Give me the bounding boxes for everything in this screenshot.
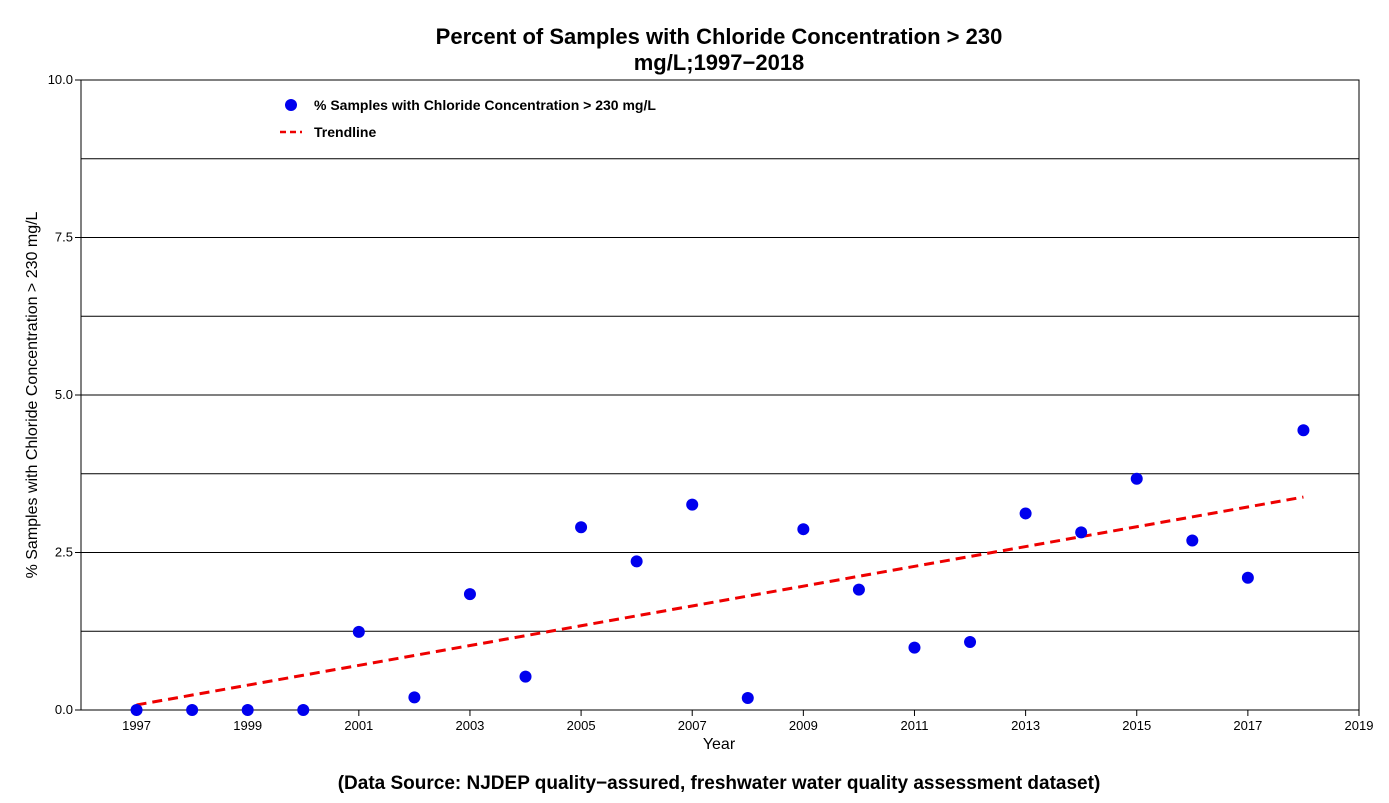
y-tick-label: 10.0 [48, 72, 73, 87]
chart-title-line-2: mg/L;1997−2018 [634, 50, 805, 75]
data-point [130, 704, 143, 716]
data-point [1019, 507, 1032, 520]
data-point [463, 588, 476, 601]
x-tick-label: 2001 [344, 718, 373, 733]
y-tick-label: 2.5 [55, 545, 73, 560]
data-source-note: (Data Source: NJDEP quality−assured, fre… [338, 773, 1101, 794]
y-axis-label: % Samples with Chloride Concentration > … [24, 211, 41, 578]
points-series [130, 424, 1310, 716]
x-tick-label: 2011 [900, 718, 928, 733]
data-point [1075, 526, 1088, 539]
x-tick-label: 2019 [1345, 718, 1374, 733]
chart-title-line-1: Percent of Samples with Chloride Concent… [436, 24, 1003, 49]
legend-label-points: % Samples with Chloride Concentration > … [314, 97, 656, 113]
data-point [297, 704, 310, 716]
x-tick-label: 2007 [678, 718, 707, 733]
data-point [575, 521, 588, 534]
data-point [741, 692, 754, 705]
y-axis: 0.0 2.5 5.0 7.5 10.0 [48, 72, 81, 717]
data-point [1297, 424, 1310, 437]
trendline [136, 495, 1304, 707]
data-point [797, 523, 810, 536]
data-point [352, 625, 365, 638]
trendline-series [136, 495, 1304, 707]
data-point [686, 498, 699, 511]
x-tick-label: 2013 [1011, 718, 1040, 733]
y-tick-label: 0.0 [55, 702, 73, 717]
gridlines [81, 158, 1359, 632]
y-tick-label: 7.5 [55, 230, 73, 245]
data-point [630, 555, 643, 568]
x-tick-label: 1997 [122, 718, 151, 733]
legend-label-trendline: Trendline [314, 124, 376, 140]
data-point [241, 704, 254, 716]
data-point [908, 641, 921, 654]
x-tick-label: 2017 [1233, 718, 1262, 733]
data-point [1186, 534, 1199, 547]
x-axis-label: Year [703, 736, 736, 753]
data-point [852, 583, 865, 596]
data-point [1130, 472, 1143, 485]
x-tick-label: 2005 [567, 718, 596, 733]
data-point [519, 670, 532, 683]
y-tick-label: 5.0 [55, 387, 73, 402]
x-tick-label: 2015 [1122, 718, 1151, 733]
x-tick-label: 2009 [789, 718, 818, 733]
data-point [186, 704, 199, 716]
legend-marker-points [285, 99, 297, 111]
legend: % Samples with Chloride Concentration > … [280, 97, 656, 140]
x-tick-label: 1999 [233, 718, 262, 733]
data-point [408, 691, 421, 704]
data-point [1241, 571, 1254, 584]
x-tick-label: 2003 [455, 718, 484, 733]
data-point [964, 635, 977, 648]
x-axis: 1997 1999 2001 2003 2005 2007 2009 2011 2013 2015… [122, 710, 1373, 733]
